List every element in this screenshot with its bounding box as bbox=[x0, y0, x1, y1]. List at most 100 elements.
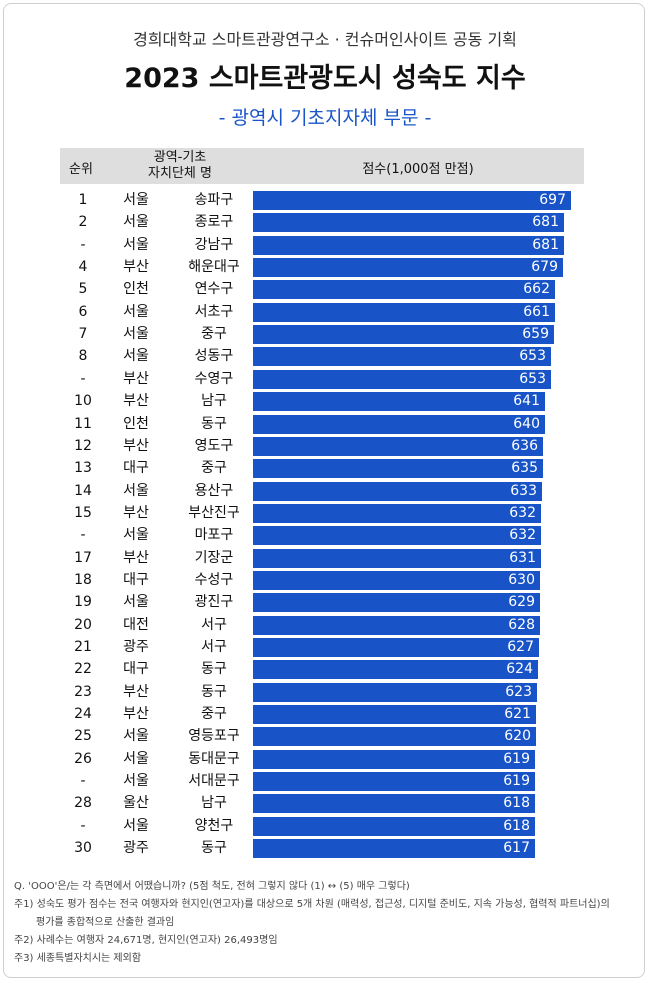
chart-subtitle: - 광역시 기초지자체 부문 - bbox=[218, 107, 432, 129]
score-bar bbox=[253, 213, 564, 233]
row-rank: 14 bbox=[74, 482, 92, 499]
row-city: 중구 bbox=[201, 460, 227, 477]
row-rank: 20 bbox=[74, 616, 92, 633]
row-rank: 28 bbox=[74, 795, 92, 812]
row-rank: 24 bbox=[74, 706, 92, 723]
row-city: 동대문구 bbox=[188, 750, 240, 767]
note-3: 주3) 세종특별자치시는 제외함 bbox=[14, 953, 142, 964]
row-city: 양천구 bbox=[194, 817, 234, 834]
score-bar bbox=[253, 660, 538, 680]
row-city: 서구 bbox=[201, 616, 227, 633]
row-province: 서울 bbox=[123, 236, 149, 253]
row-province: 부산 bbox=[123, 437, 149, 454]
row-province: 서울 bbox=[123, 348, 149, 365]
score-label: 619 bbox=[503, 773, 530, 790]
header-region: 광역-기초 자치단체 명 bbox=[110, 150, 250, 182]
note-1: 주1) 성숙도 평가 점수는 전국 여행자와 현지인(연고자)를 대상으로 5개… bbox=[14, 899, 610, 910]
row-city: 영도구 bbox=[194, 437, 234, 454]
row-city: 서구 bbox=[201, 639, 227, 655]
row-province: 서울 bbox=[123, 326, 149, 343]
score-bar bbox=[253, 235, 564, 255]
score-label: 620 bbox=[504, 728, 531, 745]
score-bar bbox=[253, 705, 536, 725]
row-city: 송파구 bbox=[194, 192, 234, 208]
row-province: 부산 bbox=[123, 706, 149, 723]
score-label: 619 bbox=[503, 750, 530, 767]
row-rank: 25 bbox=[74, 728, 92, 745]
row-province: 인천 bbox=[123, 281, 149, 298]
row-rank: 23 bbox=[74, 683, 92, 700]
score-label: 653 bbox=[519, 348, 546, 365]
score-bar bbox=[253, 191, 571, 210]
score-bar bbox=[253, 772, 535, 792]
note-2: 주2) 사례수는 여행자 24,671명, 현지인(연고자) 26,493명임 bbox=[14, 935, 278, 946]
row-province: 부산 bbox=[123, 259, 149, 276]
row-city: 서초구 bbox=[194, 303, 234, 320]
row-city: 남구 bbox=[201, 795, 227, 812]
row-city: 강남구 bbox=[194, 236, 234, 253]
row-city: 영등포구 bbox=[188, 728, 240, 745]
row-rank: 5 bbox=[78, 281, 88, 298]
score-bar bbox=[253, 816, 535, 836]
row-rank: - bbox=[80, 236, 86, 253]
score-bar bbox=[253, 727, 536, 747]
score-label: 627 bbox=[507, 639, 534, 655]
row-rank: 26 bbox=[74, 750, 92, 767]
score-label: 623 bbox=[505, 683, 532, 700]
row-rank: 13 bbox=[74, 460, 92, 477]
row-city: 수성구 bbox=[194, 571, 234, 588]
score-bar bbox=[253, 481, 542, 501]
score-bar bbox=[253, 570, 540, 590]
score-label: 624 bbox=[506, 661, 533, 678]
score-bar bbox=[253, 682, 537, 702]
row-city: 중구 bbox=[201, 326, 227, 343]
score-label: 631 bbox=[509, 549, 536, 566]
row-rank: 6 bbox=[78, 303, 88, 320]
score-label: 632 bbox=[509, 504, 536, 521]
row-city: 광진구 bbox=[194, 594, 234, 611]
row-city: 남구 bbox=[201, 393, 227, 410]
row-rank: 12 bbox=[74, 437, 92, 454]
score-label: 640 bbox=[513, 415, 540, 432]
score-label: 662 bbox=[523, 281, 550, 298]
row-province: 부산 bbox=[123, 549, 149, 566]
score-bar bbox=[253, 615, 540, 635]
score-bar bbox=[253, 638, 539, 657]
row-city: 동구 bbox=[201, 683, 227, 700]
header-region-line2: 자치단체 명 bbox=[148, 166, 212, 181]
row-city: 동구 bbox=[201, 840, 227, 857]
row-province: 대구 bbox=[123, 460, 149, 477]
row-province: 인천 bbox=[123, 415, 149, 432]
row-rank: 15 bbox=[74, 504, 92, 521]
row-rank: 30 bbox=[74, 840, 92, 857]
score-bar bbox=[253, 325, 554, 345]
score-label: 697 bbox=[539, 192, 566, 208]
score-bar bbox=[253, 526, 541, 546]
row-city: 기장군 bbox=[194, 549, 234, 566]
row-city: 해운대구 bbox=[188, 259, 240, 276]
score-label: 618 bbox=[503, 795, 530, 812]
score-bar bbox=[253, 794, 535, 814]
score-bar bbox=[253, 548, 541, 568]
row-rank: 7 bbox=[78, 326, 88, 343]
score-label: 621 bbox=[504, 706, 531, 723]
score-label: 630 bbox=[508, 571, 535, 588]
score-label: 636 bbox=[511, 437, 538, 454]
row-province: 서울 bbox=[123, 817, 149, 834]
row-city: 마포구 bbox=[194, 527, 234, 544]
score-bar bbox=[253, 369, 551, 389]
score-label: 618 bbox=[503, 817, 530, 834]
row-province: 대전 bbox=[123, 616, 149, 633]
score-bar bbox=[253, 839, 535, 859]
score-bar bbox=[253, 347, 551, 367]
score-label: 659 bbox=[522, 326, 549, 343]
table-header bbox=[60, 148, 584, 184]
row-city: 용산구 bbox=[194, 482, 234, 499]
row-rank: 18 bbox=[74, 571, 92, 588]
row-city: 종로구 bbox=[194, 214, 234, 231]
row-city: 중구 bbox=[201, 706, 227, 723]
header-region-line1: 광역-기초 bbox=[153, 150, 207, 165]
note-1-cont: 평가를 종합적으로 산출한 결과임 bbox=[36, 917, 175, 928]
org-line: 경희대학교 스마트관광연구소 · 컨슈머인사이트 공동 기획 bbox=[133, 30, 517, 49]
